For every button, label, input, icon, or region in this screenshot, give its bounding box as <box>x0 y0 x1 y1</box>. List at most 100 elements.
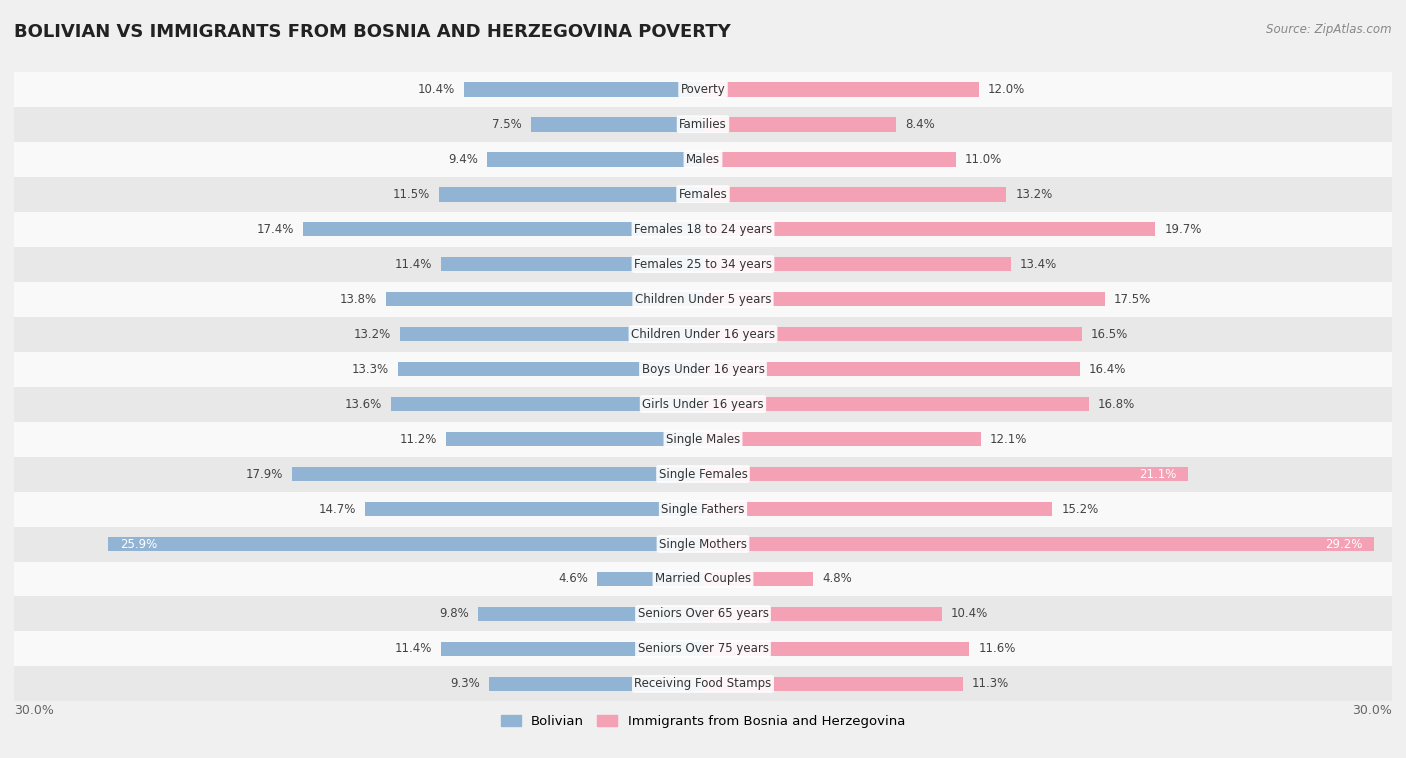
Text: 29.2%: 29.2% <box>1324 537 1362 550</box>
Bar <box>14 666 1392 701</box>
Bar <box>446 432 703 446</box>
Bar <box>703 257 1011 271</box>
Text: 17.4%: 17.4% <box>257 223 294 236</box>
Bar <box>14 72 1392 107</box>
Bar <box>14 597 1392 631</box>
Bar <box>703 362 1080 377</box>
Text: Receiving Food Stamps: Receiving Food Stamps <box>634 678 772 691</box>
Text: Poverty: Poverty <box>681 83 725 96</box>
Bar <box>14 246 1392 282</box>
Bar <box>439 186 703 202</box>
Text: 16.5%: 16.5% <box>1091 327 1129 340</box>
Text: 16.8%: 16.8% <box>1098 398 1135 411</box>
Bar <box>703 82 979 96</box>
Text: 11.4%: 11.4% <box>395 258 432 271</box>
Text: Children Under 5 years: Children Under 5 years <box>634 293 772 305</box>
Text: 13.4%: 13.4% <box>1019 258 1057 271</box>
Bar <box>14 562 1392 597</box>
Text: 25.9%: 25.9% <box>120 537 157 550</box>
Text: Single Females: Single Females <box>658 468 748 481</box>
Bar <box>489 677 703 691</box>
Bar <box>292 467 703 481</box>
Bar <box>703 467 1188 481</box>
Bar <box>14 282 1392 317</box>
Bar <box>478 606 703 622</box>
Legend: Bolivian, Immigrants from Bosnia and Herzegovina: Bolivian, Immigrants from Bosnia and Her… <box>495 709 911 733</box>
Bar <box>703 292 1105 306</box>
Bar <box>441 257 703 271</box>
Text: Females: Females <box>679 188 727 201</box>
Bar <box>703 502 1052 516</box>
Bar <box>14 387 1392 421</box>
Text: 17.9%: 17.9% <box>246 468 283 481</box>
Text: 11.5%: 11.5% <box>392 188 430 201</box>
Bar <box>14 142 1392 177</box>
Text: 11.2%: 11.2% <box>399 433 437 446</box>
Bar <box>14 421 1392 456</box>
Text: 9.3%: 9.3% <box>450 678 481 691</box>
Bar <box>464 82 703 96</box>
Text: BOLIVIAN VS IMMIGRANTS FROM BOSNIA AND HERZEGOVINA POVERTY: BOLIVIAN VS IMMIGRANTS FROM BOSNIA AND H… <box>14 23 731 41</box>
Text: Single Mothers: Single Mothers <box>659 537 747 550</box>
Text: Single Fathers: Single Fathers <box>661 503 745 515</box>
Bar <box>441 641 703 656</box>
Text: 14.7%: 14.7% <box>319 503 356 515</box>
Bar <box>703 677 963 691</box>
Text: Females 18 to 24 years: Females 18 to 24 years <box>634 223 772 236</box>
Bar <box>14 352 1392 387</box>
Text: Boys Under 16 years: Boys Under 16 years <box>641 362 765 375</box>
Text: 9.4%: 9.4% <box>449 152 478 166</box>
Bar <box>703 641 969 656</box>
Bar <box>387 292 703 306</box>
Text: Married Couples: Married Couples <box>655 572 751 585</box>
Text: 12.1%: 12.1% <box>990 433 1028 446</box>
Text: Families: Families <box>679 117 727 130</box>
Text: Single Males: Single Males <box>666 433 740 446</box>
Bar <box>399 327 703 341</box>
Text: 8.4%: 8.4% <box>905 117 935 130</box>
Bar <box>598 572 703 587</box>
Text: 13.3%: 13.3% <box>352 362 388 375</box>
Bar <box>703 186 1007 202</box>
Text: 13.2%: 13.2% <box>353 327 391 340</box>
Text: Children Under 16 years: Children Under 16 years <box>631 327 775 340</box>
Text: 11.0%: 11.0% <box>965 152 1002 166</box>
Text: 21.1%: 21.1% <box>1139 468 1175 481</box>
Bar <box>703 432 981 446</box>
Text: 10.4%: 10.4% <box>418 83 456 96</box>
Text: Females 25 to 34 years: Females 25 to 34 years <box>634 258 772 271</box>
Text: 13.6%: 13.6% <box>344 398 381 411</box>
Bar <box>391 396 703 412</box>
Bar <box>14 527 1392 562</box>
Bar <box>486 152 703 167</box>
Text: 4.8%: 4.8% <box>823 572 852 585</box>
Text: 9.8%: 9.8% <box>439 607 468 621</box>
Text: 4.6%: 4.6% <box>558 572 588 585</box>
Bar <box>304 222 703 236</box>
Text: 11.3%: 11.3% <box>972 678 1010 691</box>
Text: 11.4%: 11.4% <box>395 643 432 656</box>
Bar <box>14 211 1392 246</box>
Bar <box>703 572 813 587</box>
Text: 19.7%: 19.7% <box>1164 223 1202 236</box>
Bar <box>108 537 703 551</box>
Text: 7.5%: 7.5% <box>492 117 522 130</box>
Bar <box>531 117 703 132</box>
Text: 13.2%: 13.2% <box>1015 188 1053 201</box>
Bar <box>14 491 1392 527</box>
Bar <box>703 327 1083 341</box>
Bar <box>366 502 703 516</box>
Text: 12.0%: 12.0% <box>988 83 1025 96</box>
Bar <box>703 152 956 167</box>
Bar <box>703 537 1374 551</box>
Text: 30.0%: 30.0% <box>14 703 53 716</box>
Text: 16.4%: 16.4% <box>1088 362 1126 375</box>
Text: Males: Males <box>686 152 720 166</box>
Bar <box>14 177 1392 211</box>
Text: 10.4%: 10.4% <box>950 607 988 621</box>
Bar <box>14 107 1392 142</box>
Bar <box>703 606 942 622</box>
Bar <box>398 362 703 377</box>
Text: Seniors Over 75 years: Seniors Over 75 years <box>637 643 769 656</box>
Bar <box>14 456 1392 491</box>
